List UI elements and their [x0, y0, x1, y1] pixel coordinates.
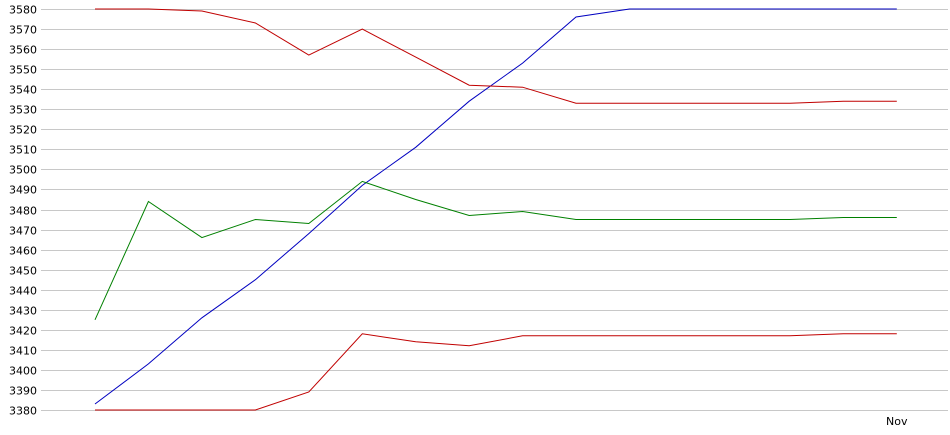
y-tick-label: 3410	[9, 345, 37, 358]
y-tick-label: 3530	[9, 104, 37, 117]
y-tick-label: 3470	[9, 225, 37, 238]
y-tick-label: 3450	[9, 265, 37, 278]
y-tick-label: 3380	[9, 405, 37, 418]
y-tick-label: 3420	[9, 325, 37, 338]
y-tick-label: 3400	[9, 365, 37, 378]
series-group	[94, 8, 897, 411]
y-tick-label: 3430	[9, 305, 37, 318]
y-tick-label: 3490	[9, 184, 37, 197]
series-line-3	[94, 180, 897, 321]
y-tick-label: 3570	[9, 24, 37, 37]
y-tick-label: 3460	[9, 245, 37, 258]
y-tick-label: 3440	[9, 285, 37, 298]
series-line-1	[94, 8, 897, 405]
x-tick-label: Nov	[886, 415, 908, 428]
x-axis: Nov	[886, 415, 908, 428]
gridlines	[41, 9, 948, 411]
y-tick-label: 3520	[9, 124, 37, 137]
series-line-2	[95, 8, 897, 104]
y-tick-label: 3500	[9, 164, 37, 177]
series-line-4	[95, 333, 897, 411]
y-tick-label: 3560	[9, 44, 37, 57]
y-axis: 3380 3390 3400 3410 3420 3430 3440 3450 3460 3470…	[9, 4, 37, 418]
y-tick-label: 3550	[9, 64, 37, 77]
y-tick-label: 3580	[9, 4, 37, 17]
y-tick-label: 3540	[9, 84, 37, 97]
y-tick-label: 3480	[9, 205, 37, 218]
y-tick-label: 3390	[9, 385, 37, 398]
y-tick-label: 3510	[9, 144, 37, 157]
